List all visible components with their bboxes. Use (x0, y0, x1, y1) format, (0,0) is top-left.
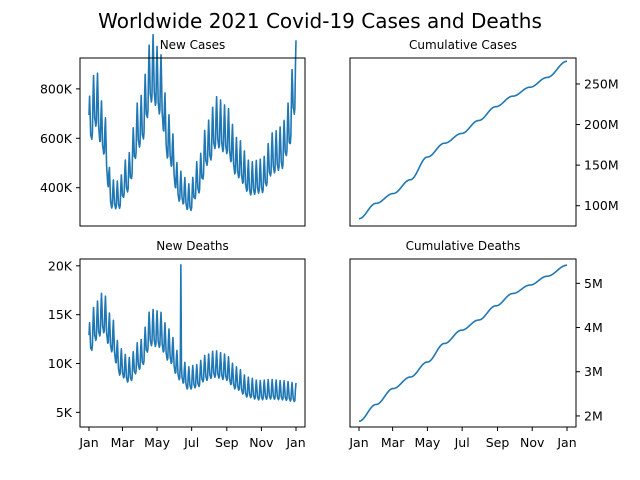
y-tick-label: 150M (584, 158, 619, 173)
y-tick-label: 200M (584, 117, 619, 132)
panel-title: New Deaths (156, 239, 229, 253)
x-tick-label: May (414, 435, 440, 450)
x-tick-label: Sep (215, 435, 239, 450)
y-tick-label: 100M (584, 198, 619, 213)
series-line (88, 264, 297, 403)
panel-title: New Cases (160, 38, 226, 52)
x-tick-label: Sep (486, 435, 510, 450)
x-tick-label: Jan (285, 435, 305, 450)
figure-title: Worldwide 2021 Covid-19 Cases and Deaths (98, 9, 542, 33)
y-tick-label: 15K (48, 307, 73, 322)
panel-title: Cumulative Deaths (406, 239, 521, 253)
x-tick-label: Jul (454, 435, 470, 450)
x-tick-label: Nov (249, 435, 274, 450)
x-tick-label: Jan (348, 435, 368, 450)
panel-cumulative-deaths: Cumulative Deaths 2M 3M 4M 5M Jan Mar May Jul Se… (348, 239, 602, 450)
plot-frame (79, 258, 306, 428)
panel-cumulative-cases: Cumulative Cases 100M 150M 200M 250M (349, 38, 619, 227)
x-tick-label: Mar (111, 435, 135, 450)
y-tick-label: 5K (56, 405, 73, 420)
x-tick-label: Jul (183, 435, 199, 450)
series-line (88, 33, 297, 212)
y-tick-label: 600K (40, 131, 73, 146)
x-tick-label: Jan (78, 435, 98, 450)
x-tick-label: May (144, 435, 170, 450)
y-tick-label: 250M (584, 76, 619, 91)
y-tick-label: 400K (40, 180, 73, 195)
x-tick-label: Nov (520, 435, 545, 450)
y-tick-label: 10K (48, 356, 73, 371)
plot-frame (349, 258, 577, 428)
plot-frame (79, 57, 306, 227)
y-tick-label: 4M (584, 320, 603, 335)
panel-title: Cumulative Cases (409, 38, 517, 52)
panel-new-deaths: New Deaths 5K 10K 15K 20K Jan Mar May Jul Sep Nov… (48, 239, 306, 450)
y-tick-label: 2M (584, 408, 603, 423)
panel-new-cases: New Cases 400K 600K 800K (40, 33, 306, 227)
y-tick-label: 5M (584, 276, 603, 291)
x-tick-label: Mar (381, 435, 405, 450)
series-line (358, 60, 568, 220)
x-tick-label: Jan (556, 435, 576, 450)
y-tick-label: 20K (48, 258, 73, 273)
plot-frame (349, 57, 577, 227)
y-tick-label: 3M (584, 364, 603, 379)
series-line (358, 264, 568, 423)
y-tick-label: 800K (40, 81, 73, 96)
